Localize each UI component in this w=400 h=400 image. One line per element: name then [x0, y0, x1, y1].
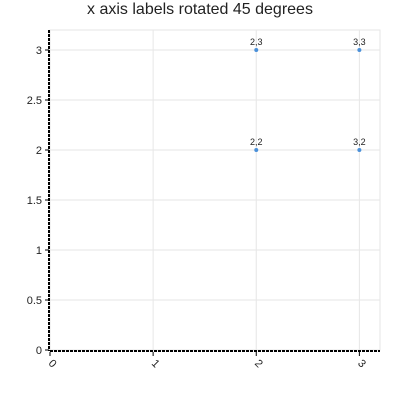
y-tick-label: 3	[36, 45, 42, 57]
x-tick-label: 1	[149, 357, 162, 370]
x-tick-label: 2	[252, 357, 265, 370]
data-label: 2,3	[250, 37, 263, 47]
y-tick-label: 2	[36, 145, 42, 157]
y-tick-label: 2.5	[27, 95, 42, 107]
y-axis-ticks: 0 0.5 1 1.5 2 2.5 3	[27, 45, 49, 357]
data-point[interactable]	[254, 48, 259, 52]
y-tick-label: 0.5	[27, 295, 42, 307]
points-layer: 2,3 3,3 2,2 3,2	[250, 37, 366, 152]
y-tick-label: 0	[36, 345, 42, 357]
chart-title: x axis labels rotated 45 degrees	[87, 1, 313, 18]
data-label: 3,2	[353, 137, 366, 147]
data-label: 2,2	[250, 137, 263, 147]
data-point[interactable]	[357, 48, 362, 52]
data-label: 3,3	[353, 37, 366, 47]
x-tick-label: 0	[46, 357, 59, 370]
x-tick-label: 3	[355, 357, 368, 370]
y-tick-label: 1.5	[27, 195, 42, 207]
data-point[interactable]	[357, 148, 362, 152]
x-axis-ticks: 0 1 2 3	[46, 352, 368, 370]
plot-frame	[49, 29, 381, 351]
data-point[interactable]	[254, 148, 259, 152]
y-tick-label: 1	[36, 245, 42, 257]
grid-layer	[49, 30, 380, 351]
